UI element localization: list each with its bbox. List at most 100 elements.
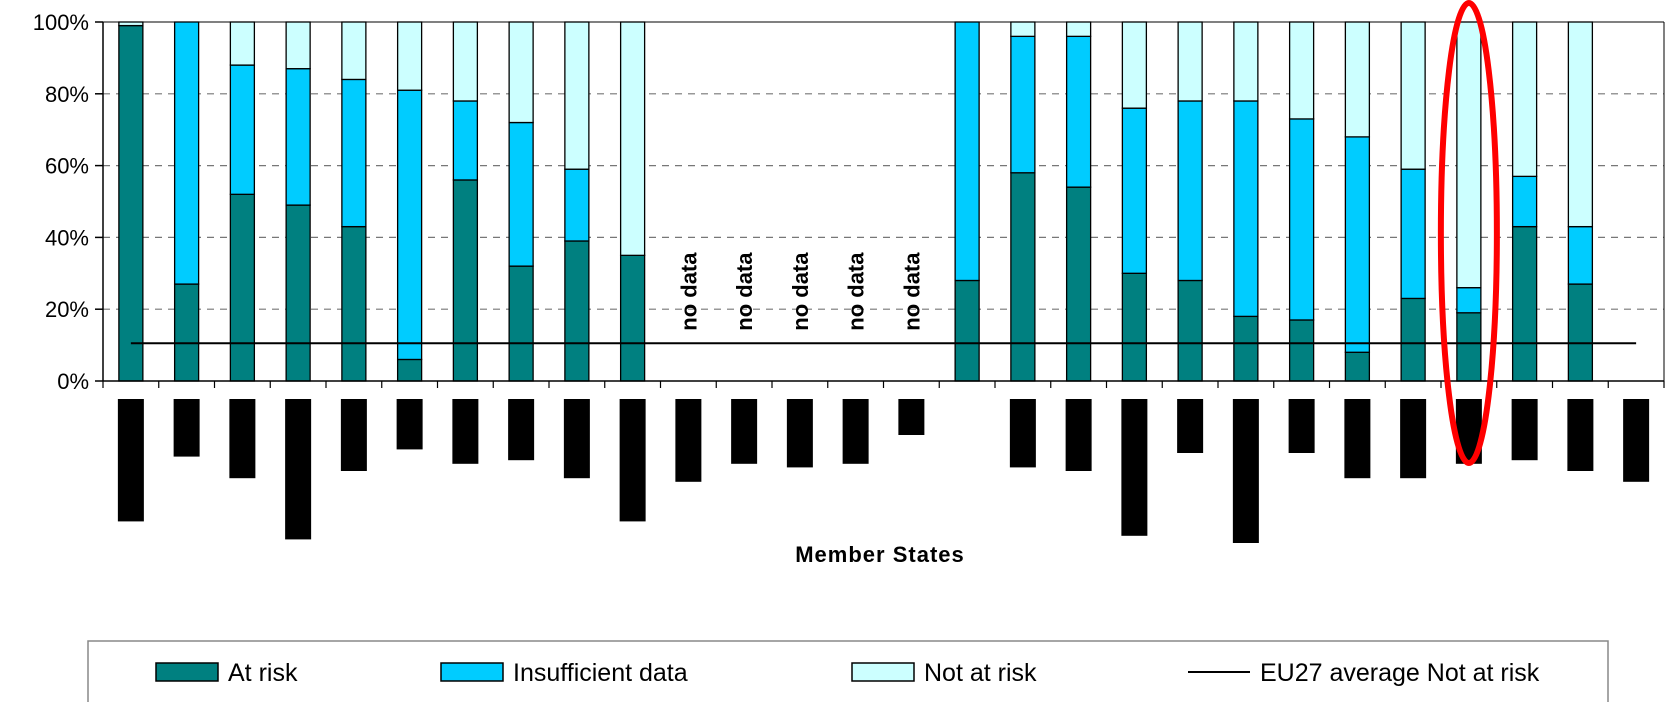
bar-segment-at-risk	[1065, 186, 1092, 382]
bar-segment-not-at-risk	[1010, 21, 1036, 38]
bar-segment-not-at-risk	[564, 21, 590, 170]
legend-swatch-not-at-risk	[851, 662, 915, 682]
legend-swatch-insufficient-data	[440, 662, 504, 682]
bar-segment-insufficient-data	[396, 89, 423, 361]
y-tick-label: 40%	[45, 225, 89, 250]
y-tick-label: 0%	[57, 369, 89, 394]
bar-segment-at-risk	[118, 24, 144, 382]
y-tick-label: 60%	[45, 154, 89, 179]
bars	[118, 21, 1594, 382]
lower-bar	[173, 399, 200, 457]
highlight-ellipse	[1437, 0, 1500, 466]
lower-bar	[675, 399, 702, 482]
lower-bar	[452, 399, 479, 464]
bar-segment-at-risk	[229, 193, 256, 382]
bar-segment-insufficient-data	[1456, 287, 1482, 314]
bar-segment-not-at-risk	[1288, 21, 1315, 120]
bar-segment-insufficient-data	[229, 64, 256, 195]
bar-segment-not-at-risk	[1121, 21, 1148, 109]
bar-segment-at-risk	[452, 179, 479, 382]
bar-segment-not-at-risk	[1177, 21, 1203, 102]
lower-bar	[396, 399, 423, 450]
y-tick-label: 20%	[45, 297, 89, 322]
bar-segment-not-at-risk	[1400, 21, 1426, 170]
bar-segment-not-at-risk	[619, 21, 646, 257]
lower-bar	[1567, 399, 1594, 471]
no-data-label: no data	[732, 252, 757, 331]
bar-segment-not-at-risk	[229, 21, 256, 66]
bar-segment-insufficient-data	[341, 78, 367, 228]
legend-label-insufficient-data: Insufficient data	[513, 659, 688, 687]
lower-bar	[842, 399, 869, 464]
bar-segment-insufficient-data	[1177, 100, 1203, 282]
bar-segment-at-risk	[285, 204, 311, 382]
legend-label-not-at-risk: Not at risk	[924, 659, 1037, 687]
lower-bar	[508, 399, 535, 461]
bar-segment-insufficient-data	[564, 168, 590, 242]
bar-segment-insufficient-data	[1121, 107, 1148, 274]
bar-segment-not-at-risk	[452, 21, 479, 102]
bar-segment-at-risk	[1121, 272, 1148, 382]
bar-segment-at-risk	[1233, 315, 1259, 382]
lower-bar	[1065, 399, 1092, 471]
lower-bars	[117, 399, 1650, 543]
legend-swatch-at-risk	[155, 662, 219, 682]
bar-segment-insufficient-data	[285, 68, 311, 206]
bar-segment-not-at-risk	[1511, 21, 1538, 178]
bar-segment-insufficient-data	[1065, 35, 1092, 188]
x-axis-label: Member States	[795, 542, 965, 567]
legend: At risk Insufficient data Not at risk EU…	[87, 640, 1609, 702]
bar-segment-at-risk	[1010, 172, 1036, 382]
lower-bar	[340, 399, 367, 471]
y-axis-tick-labels: 0% 20% 40% 60% 80% 100%	[33, 10, 103, 394]
bar-segment-insufficient-data	[173, 21, 200, 285]
bar-segment-at-risk	[564, 240, 590, 382]
lower-bar	[1009, 399, 1036, 468]
lower-bar	[117, 399, 144, 522]
lower-bar	[285, 399, 312, 540]
bar-segment-not-at-risk	[1233, 21, 1259, 102]
bar-segment-at-risk	[1344, 351, 1371, 382]
bar-segment-insufficient-data	[1511, 175, 1538, 228]
bar-segment-insufficient-data	[1010, 35, 1036, 174]
lower-bar	[1511, 399, 1538, 461]
lower-bar	[563, 399, 590, 479]
bar-segment-at-risk	[1567, 283, 1594, 382]
bar-segment-insufficient-data	[1344, 136, 1371, 353]
legend-label-at-risk: At risk	[228, 659, 298, 687]
lower-bar	[731, 399, 758, 464]
no-data-label: no data	[844, 252, 869, 331]
bar-segment-not-at-risk	[508, 21, 534, 124]
bar-segment-not-at-risk	[341, 21, 367, 81]
lower-bar	[1400, 399, 1427, 479]
lower-bar	[1344, 399, 1371, 479]
bar-segment-not-at-risk	[1456, 21, 1482, 289]
bar-segment-at-risk	[1177, 279, 1203, 382]
bar-segment-not-at-risk	[396, 21, 423, 91]
lower-bar	[786, 399, 813, 468]
no-data-labels: no data no data no data no data no data	[676, 252, 924, 331]
bar-segment-at-risk	[1511, 225, 1538, 382]
bar-segment-at-risk	[173, 283, 200, 382]
bar-segment-insufficient-data	[954, 21, 980, 282]
lower-bar	[898, 399, 925, 435]
bar-segment-insufficient-data	[452, 100, 479, 181]
bar-segment-insufficient-data	[1567, 225, 1594, 285]
bar-segment-insufficient-data	[1288, 118, 1315, 321]
bar-segment-not-at-risk	[1065, 21, 1092, 38]
bar-segment-at-risk	[619, 254, 646, 382]
y-tick-label: 80%	[45, 82, 89, 107]
lower-bar	[1177, 399, 1204, 453]
bar-segment-at-risk	[1288, 319, 1315, 382]
bar-segment-at-risk	[396, 358, 423, 382]
lower-bar	[1121, 399, 1148, 536]
bar-segment-insufficient-data	[1233, 100, 1259, 318]
bar-segment-insufficient-data	[1400, 168, 1426, 300]
grid-lines	[103, 93, 1664, 310]
bar-segment-not-at-risk	[118, 21, 144, 27]
bar-segment-at-risk	[341, 225, 367, 382]
lower-bar	[619, 399, 646, 522]
bar-segment-insufficient-data	[508, 121, 534, 267]
bar-segment-not-at-risk	[285, 21, 311, 70]
